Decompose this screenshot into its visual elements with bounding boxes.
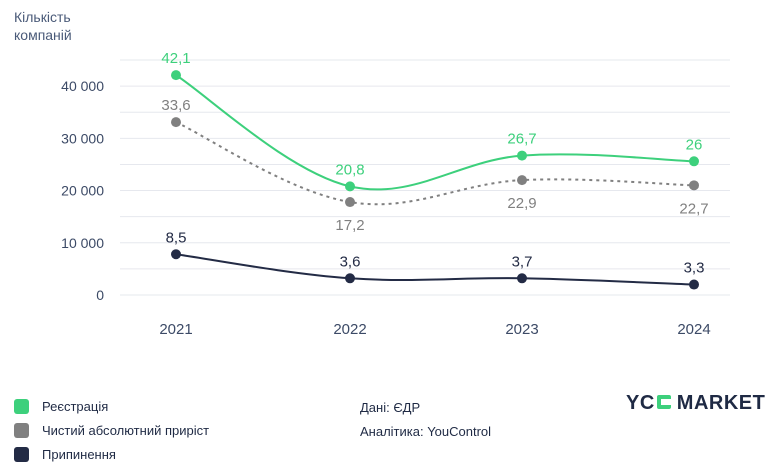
data-label-termination: 3,3 [684,260,705,277]
x-tick-label: 2023 [505,321,538,338]
logo-right: MARKET [676,392,766,414]
data-label-termination: 3,6 [340,253,361,270]
data-label-registration: 42,1 [161,50,190,67]
legend-label-registration: Реєстрація [42,398,109,414]
data-point-net-growth [517,175,527,186]
x-tick-label: 2021 [159,321,192,338]
data-point-net-growth [689,180,699,191]
data-point-termination [517,273,527,284]
y-tick-label: 0 [96,287,104,303]
legend-label-termination: Припинення [42,446,116,462]
data-point-registration [517,150,527,161]
data-label-net-growth: 22,9 [507,195,536,212]
gridlines [120,59,730,296]
series-line-termination [175,253,695,286]
series-line-net-growth [175,121,695,206]
series-line-registration [175,74,695,191]
legend-swatch-registration [14,398,29,414]
legend-item-net-growth: Чистий абсолютний приріст [14,418,209,442]
data-labels: 42,1 20,8 26,7 26 33,6 17,2 22,9 22,7 8,5 3,6 3,7 3… [161,50,708,276]
data-point-registration [345,181,355,192]
data-point-termination [171,249,181,260]
data-point-net-growth [171,117,181,128]
series-lines [175,74,695,286]
series-points [171,70,699,290]
data-label-net-growth: 17,2 [335,217,364,234]
line-chart: Кількість компаній 0 10 000 20 000 30 000 40 … [14,9,730,338]
legend-swatch-termination [14,446,29,462]
data-label-net-growth: 33,6 [161,97,190,114]
logo-left: YC [626,392,655,414]
legend-swatch-net-growth [14,422,29,438]
logo-c-mark-icon [656,392,671,415]
y-tick-label: 30 000 [61,130,104,146]
y-axis-ticks: 0 10 000 20 000 30 000 40 000 [61,78,104,303]
data-point-termination [689,279,699,290]
y-axis-title: Кількість компаній [14,9,72,43]
data-label-registration: 26,7 [507,131,536,148]
data-point-termination [345,273,355,284]
legend-label-net-growth: Чистий абсолютний приріст [42,422,210,438]
legend-item-registration: Реєстрація [14,394,209,418]
source-data: Дані: ЄДР [360,400,421,415]
source-block: Дані: ЄДР Аналітика: YouControl [360,396,491,444]
data-point-registration [171,70,181,81]
data-label-net-growth: 22,7 [679,200,708,217]
data-label-termination: 8,5 [166,229,187,246]
y-axis-title-line: компаній [14,27,72,43]
y-tick-label: 20 000 [61,183,104,199]
data-label-termination: 3,7 [512,253,533,270]
data-label-registration: 20,8 [335,161,364,178]
data-label-registration: 26 [686,136,703,153]
legend-item-termination: Припинення [14,442,209,466]
y-tick-label: 40 000 [61,78,104,94]
x-tick-label: 2022 [333,321,366,338]
legend: Реєстрація Чистий абсолютний приріст При… [14,394,209,466]
brand-logo: YC MARKET [626,392,765,415]
data-point-registration [689,156,699,167]
x-tick-label: 2024 [677,321,710,338]
source-analytics: Аналітика: YouControl [360,424,492,439]
data-point-net-growth [345,197,355,208]
y-axis-title-line: Кількість [14,9,71,25]
y-tick-label: 10 000 [61,235,104,251]
x-axis-ticks: 2021 2022 2023 2024 [159,321,710,338]
